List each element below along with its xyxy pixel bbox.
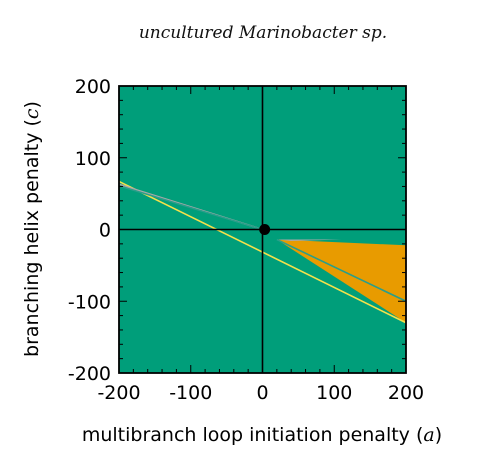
plot-area bbox=[118, 85, 407, 374]
x-tick-label: 0 bbox=[256, 382, 268, 404]
x-tick-label: 100 bbox=[316, 382, 352, 404]
y-tick-label: -100 bbox=[68, 291, 111, 313]
ticks: -200 -100 0 100 200 -200 -100 0 100 200 bbox=[68, 76, 424, 404]
y-tick-label: -200 bbox=[68, 363, 111, 385]
chart-title: uncultured Marinobacter sp. bbox=[139, 23, 387, 43]
y-tick-label: 0 bbox=[99, 220, 111, 242]
y-axis-label: branching helix penalty (c) bbox=[21, 101, 43, 357]
x-tick-label: -200 bbox=[97, 382, 140, 404]
boundary-line-2 bbox=[118, 184, 263, 231]
y-tick-label: 200 bbox=[75, 76, 111, 98]
region-1 bbox=[276, 239, 342, 241]
y-tick-label: 100 bbox=[75, 148, 111, 170]
x-tick-label: -100 bbox=[169, 382, 212, 404]
x-tick-label: 200 bbox=[388, 382, 424, 404]
x-axis-label: multibranch loop initiation penalty (a) bbox=[82, 424, 442, 446]
origin-marker bbox=[259, 224, 271, 235]
boundary-line-3 bbox=[276, 238, 407, 302]
region-0 bbox=[276, 239, 406, 323]
